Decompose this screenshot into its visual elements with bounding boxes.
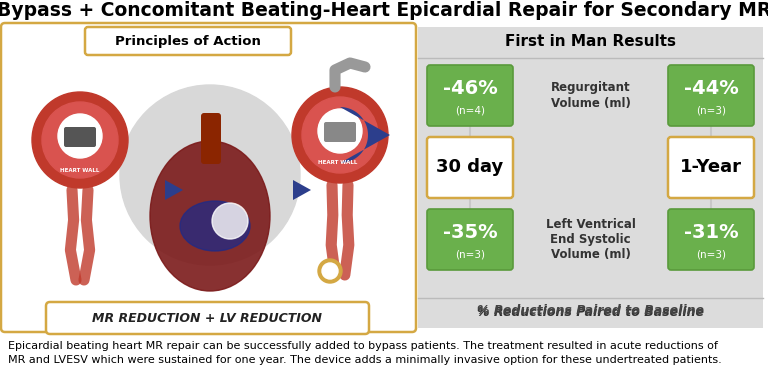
Text: Epicardial beating heart MR repair can be successfully added to bypass patients.: Epicardial beating heart MR repair can b…	[8, 341, 718, 351]
Text: MR and LVESV which were sustained for one year. The device adds a minimally inva: MR and LVESV which were sustained for on…	[8, 355, 722, 365]
Text: (n=4): (n=4)	[455, 106, 485, 116]
Circle shape	[292, 87, 388, 183]
Ellipse shape	[150, 141, 270, 291]
Text: Principles of Action: Principles of Action	[115, 35, 261, 47]
Text: (n=3): (n=3)	[696, 250, 726, 260]
Text: -31%: -31%	[684, 223, 738, 242]
Circle shape	[42, 102, 118, 178]
FancyBboxPatch shape	[418, 27, 763, 328]
Text: Left Ventrical
End Systolic
Volume (ml): Left Ventrical End Systolic Volume (ml)	[545, 218, 635, 261]
FancyBboxPatch shape	[668, 65, 754, 126]
Text: (n=3): (n=3)	[696, 106, 726, 116]
Text: -44%: -44%	[684, 79, 738, 98]
FancyBboxPatch shape	[1, 23, 416, 332]
Circle shape	[32, 92, 128, 188]
FancyBboxPatch shape	[324, 122, 356, 142]
Text: HEART WALL: HEART WALL	[61, 167, 100, 173]
FancyBboxPatch shape	[668, 209, 754, 270]
FancyArrow shape	[268, 180, 311, 200]
FancyBboxPatch shape	[427, 137, 513, 198]
Circle shape	[212, 203, 248, 239]
Circle shape	[58, 114, 102, 158]
Text: Regurgitant
Volume (ml): Regurgitant Volume (ml)	[551, 82, 631, 109]
Ellipse shape	[180, 201, 250, 251]
FancyBboxPatch shape	[64, 127, 96, 147]
Text: % Reductions Paired to Baseline: % Reductions Paired to Baseline	[477, 306, 704, 319]
FancyBboxPatch shape	[668, 137, 754, 198]
Text: Bypass + Concomitant Beating-Heart Epicardial Repair for Secondary MR: Bypass + Concomitant Beating-Heart Epica…	[0, 0, 768, 20]
FancyBboxPatch shape	[201, 113, 221, 164]
FancyArrow shape	[140, 180, 183, 200]
Text: -46%: -46%	[442, 79, 498, 98]
Polygon shape	[340, 107, 390, 163]
FancyBboxPatch shape	[427, 65, 513, 126]
Text: % Reductions Paired to Baseline: % Reductions Paired to Baseline	[477, 303, 704, 316]
Text: 1-Year: 1-Year	[680, 158, 742, 177]
Circle shape	[318, 109, 362, 153]
Text: -35%: -35%	[442, 223, 498, 242]
Text: HEART WALL: HEART WALL	[318, 161, 358, 165]
FancyBboxPatch shape	[46, 302, 369, 334]
Text: MR REDUCTION + LV REDUCTION: MR REDUCTION + LV REDUCTION	[92, 312, 323, 325]
Text: 30 day: 30 day	[436, 158, 504, 177]
Circle shape	[318, 259, 342, 283]
FancyBboxPatch shape	[427, 209, 513, 270]
Text: First in Man Results: First in Man Results	[505, 35, 676, 49]
FancyBboxPatch shape	[85, 27, 291, 55]
Circle shape	[120, 85, 300, 265]
Text: (n=3): (n=3)	[455, 250, 485, 260]
Circle shape	[302, 97, 378, 173]
Circle shape	[322, 263, 338, 279]
